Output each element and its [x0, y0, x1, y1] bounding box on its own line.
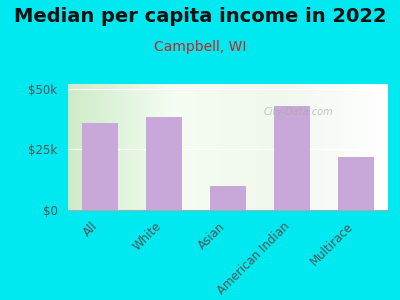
Bar — [146, 117, 182, 210]
Bar — [82, 123, 118, 210]
Text: Campbell, WI: Campbell, WI — [154, 40, 246, 55]
Bar — [274, 106, 310, 210]
Bar — [338, 157, 374, 210]
Bar — [210, 186, 246, 210]
Text: City-Data.com: City-Data.com — [264, 107, 333, 117]
Text: Median per capita income in 2022: Median per capita income in 2022 — [14, 8, 386, 26]
